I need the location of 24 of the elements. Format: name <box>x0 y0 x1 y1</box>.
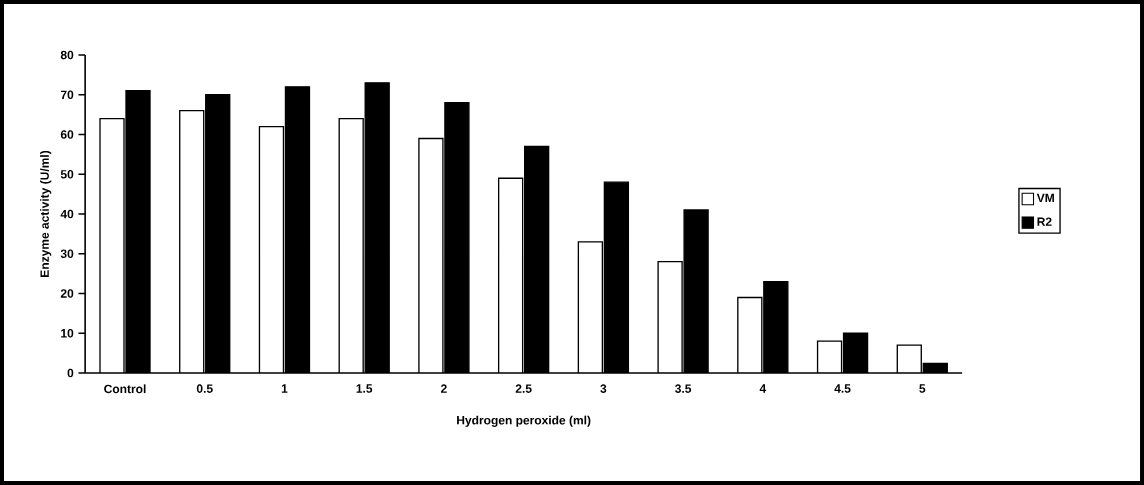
y-tick-label: 80 <box>60 50 74 60</box>
y-tick-label: 60 <box>60 130 74 139</box>
y-axis-title: Enzyme activity (U/ml) <box>40 150 52 277</box>
y-tick-label: 20 <box>60 289 74 298</box>
x-tick-label: 4.5 <box>834 384 851 393</box>
x-tick-label: 5 <box>919 384 926 393</box>
x-tick-label: 3.5 <box>675 384 692 393</box>
y-tick-label: 50 <box>60 170 74 179</box>
y-tick-label: 40 <box>60 209 74 219</box>
x-tick-label: 3 <box>600 384 607 393</box>
x-tick-label: 1 <box>281 384 288 393</box>
legend-label: R2 <box>1037 217 1052 226</box>
x-tick-label: 2.5 <box>515 384 532 393</box>
x-tick-label: 4 <box>759 384 767 393</box>
x-tick-label: Control <box>104 384 146 394</box>
y-tick-label: 30 <box>60 249 74 258</box>
y-tick-label: 0 <box>67 368 74 378</box>
legend-label: VM <box>1036 193 1054 203</box>
x-tick-label: 1.5 <box>356 384 373 393</box>
y-tick-label: 70 <box>60 90 74 100</box>
x-tick-label: 0.5 <box>196 384 213 393</box>
x-axis-title: Hydrogen peroxide (ml) <box>457 415 591 427</box>
y-tick-label: 10 <box>61 329 74 338</box>
x-tick-label: 2 <box>441 384 447 393</box>
